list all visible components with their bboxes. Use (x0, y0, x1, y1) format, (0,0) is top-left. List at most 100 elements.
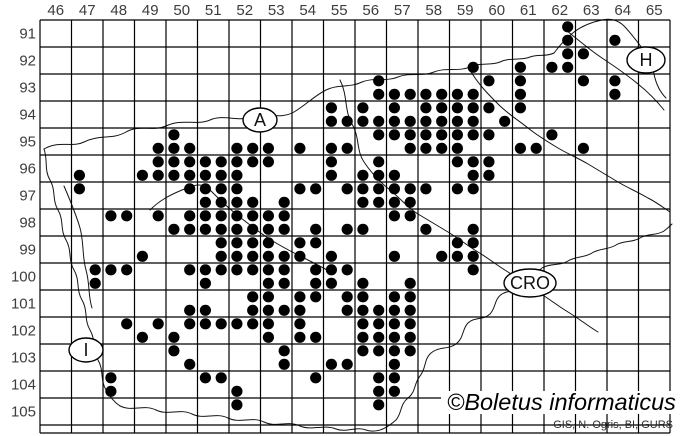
occurrence-dot (388, 358, 400, 370)
occurrence-dot (467, 115, 479, 127)
occurrence-dot (199, 183, 211, 195)
occurrence-dot (325, 264, 337, 276)
occurrence-dot (168, 223, 180, 235)
occurrence-dot (136, 331, 148, 343)
drava-river-line (469, 69, 671, 213)
occurrence-dot (199, 156, 211, 168)
occurrence-dot (184, 304, 196, 316)
column-label: 54 (299, 2, 316, 19)
column-label: 56 (362, 2, 379, 19)
occurrence-dot (215, 237, 227, 249)
occurrence-dot (436, 88, 448, 100)
occurrence-dot (215, 183, 227, 195)
occurrence-dot (121, 264, 133, 276)
occurrence-dot (436, 250, 448, 262)
occurrence-dot (388, 196, 400, 208)
occurrence-dot (467, 183, 479, 195)
occurrence-dot (247, 291, 259, 303)
occurrence-dot (404, 345, 416, 357)
occurrence-dot (357, 102, 369, 114)
occurrence-dot (357, 169, 369, 181)
column-label: 50 (173, 2, 190, 19)
occurrence-dot (168, 142, 180, 154)
occurrence-dot (262, 237, 274, 249)
occurrence-dot (357, 291, 369, 303)
row-label: 92 (19, 53, 36, 70)
occurrence-dot (546, 61, 558, 73)
occurrence-dot (199, 169, 211, 181)
row-label: 102 (11, 323, 36, 340)
occurrence-dot (388, 304, 400, 316)
watermark-backing (441, 391, 674, 414)
occurrence-dot (105, 210, 117, 222)
occurrence-dot (514, 102, 527, 114)
occurrence-dot (562, 34, 574, 46)
occurrence-dot (357, 304, 369, 316)
occurrence-dot (278, 277, 290, 289)
occurrence-dot (388, 102, 400, 114)
credits-text: GIS, N. Ogris, BI, GURS (553, 419, 673, 431)
occurrence-dot (467, 169, 479, 181)
occurrence-dot (357, 345, 369, 357)
occurrence-dot (310, 331, 322, 343)
occurrence-dot (514, 75, 527, 87)
occurrence-dot (105, 372, 117, 384)
country-label-ellipse (626, 46, 666, 74)
occurrence-dot (294, 183, 306, 195)
occurrence-dot (404, 331, 416, 343)
occurrence-dot (467, 129, 479, 141)
occurrence-dot (215, 196, 227, 208)
occurrence-dot (247, 223, 259, 235)
grid-lines (39, 19, 671, 434)
occurrence-dot (388, 372, 400, 384)
occurrence-dot (483, 156, 495, 168)
occurrence-dot (467, 264, 479, 276)
occurrence-dot (73, 183, 85, 195)
occurrence-dot (467, 223, 479, 235)
occurrence-dot (404, 318, 416, 330)
row-label: 101 (11, 296, 36, 313)
occurrence-dot (231, 156, 243, 168)
occurrence-dot (215, 156, 227, 168)
occurrence-dot (562, 21, 574, 33)
occurrence-dot (341, 291, 353, 303)
row-label: 98 (19, 215, 36, 232)
occurrence-dot (152, 169, 164, 181)
occurrence-dot (577, 142, 590, 154)
occurrence-dot (231, 142, 243, 154)
column-label: 60 (488, 2, 505, 19)
column-labels: 46 47 48 49 50 51 52 53 54 55 56 57 58 59 60 61 62 63 64 65 (47, 2, 662, 19)
occurrence-dot (294, 304, 306, 316)
occurrence-dot (373, 304, 385, 316)
occurrence-dot (420, 102, 432, 114)
occurrence-dot (436, 129, 448, 141)
occurrence-dot (247, 156, 259, 168)
occurrence-dot (530, 142, 542, 154)
occurrence-dot (451, 183, 463, 195)
column-label: 55 (331, 2, 348, 19)
occurrence-dot (215, 223, 227, 235)
occurrence-dot (73, 169, 85, 181)
occurrence-dot (199, 318, 211, 330)
occurrence-dot (357, 196, 369, 208)
occurrence-dot (310, 237, 322, 249)
occurrence-dot (357, 331, 369, 343)
occurrence-dot (404, 277, 416, 289)
occurrence-dot (420, 115, 432, 127)
occurrence-dot (483, 75, 495, 87)
occurrence-dot (373, 196, 385, 208)
row-label: 100 (11, 269, 36, 286)
occurrence-dot (105, 264, 117, 276)
occurrence-dot (215, 250, 227, 262)
occurrence-dot (451, 88, 463, 100)
occurrence-dot (184, 264, 196, 276)
occurrence-dot (231, 223, 243, 235)
occurrence-dot (262, 250, 274, 262)
occurrence-dot (514, 88, 527, 100)
occurrence-dot (247, 196, 259, 208)
column-label: 52 (236, 2, 253, 19)
occurrence-dot (168, 169, 180, 181)
row-label: 103 (11, 350, 36, 367)
occurrence-dot (294, 142, 306, 154)
